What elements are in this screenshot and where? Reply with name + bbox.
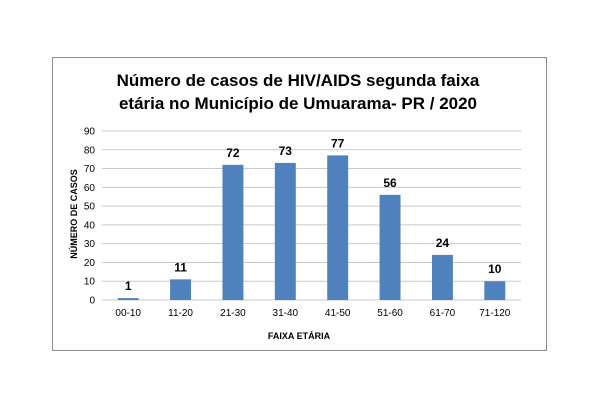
x-tick-label-11-20: 11-20 xyxy=(168,308,193,319)
bar-chart: Número de casos de HIV/AIDS segunda faix… xyxy=(68,71,521,341)
bar-21-30 xyxy=(222,164,244,300)
gridlines xyxy=(102,130,521,301)
x-tick-label-51-60: 51-60 xyxy=(377,308,403,319)
bar-51-60 xyxy=(379,194,401,300)
chart-frame: Número de casos de HIV/AIDS segunda faix… xyxy=(52,57,547,351)
bar-41-50 xyxy=(327,155,349,300)
bar-31-40 xyxy=(274,162,296,300)
y-tick-label: 50 xyxy=(84,202,96,213)
data-label-71-120: 10 xyxy=(488,262,502,276)
y-axis-tick-labels: 0 10 20 30 40 50 60 70 80 90 xyxy=(84,127,96,307)
x-tick-label-41-50: 41-50 xyxy=(325,308,351,319)
x-axis-title: FAIXA ETÁRIA xyxy=(268,331,331,341)
bar-61-70 xyxy=(431,254,453,300)
data-label-11-20: 11 xyxy=(174,260,187,274)
x-tick-label-00-10: 00-10 xyxy=(115,308,141,319)
chart-title-line-1: Número de casos de HIV/AIDS segunda faix… xyxy=(117,71,480,90)
data-label-51-60: 56 xyxy=(383,176,397,190)
y-tick-label: 70 xyxy=(84,164,96,175)
data-label-41-50: 77 xyxy=(331,136,345,150)
chart-title-line-2: etária no Município de Umuarama- PR / 20… xyxy=(119,94,477,113)
y-tick-label: 80 xyxy=(84,145,96,156)
y-tick-label: 40 xyxy=(84,220,96,231)
data-label-61-70: 24 xyxy=(436,236,450,250)
x-tick-label-71-120: 71-120 xyxy=(479,308,511,319)
bar-00-10 xyxy=(117,298,139,300)
y-tick-label: 90 xyxy=(84,127,96,138)
y-tick-label: 0 xyxy=(89,296,95,307)
y-tick-label: 60 xyxy=(84,183,96,194)
y-tick-label: 20 xyxy=(84,258,96,269)
y-axis-title: NÚMERO DE CASOS xyxy=(68,169,79,259)
bar-71-120 xyxy=(484,281,506,300)
data-label-21-30: 72 xyxy=(226,146,240,160)
bars xyxy=(117,155,506,300)
y-tick-label: 10 xyxy=(84,277,96,288)
data-label-00-10: 1 xyxy=(125,279,132,293)
x-tick-label-21-30: 21-30 xyxy=(220,308,246,319)
x-axis-tick-labels: 00-10 11-20 21-30 31-40 41-50 51-60 61-70 71-12… xyxy=(115,308,510,319)
data-label-31-40: 73 xyxy=(279,144,293,158)
bar-11-20 xyxy=(170,279,192,300)
x-tick-label-61-70: 61-70 xyxy=(430,308,456,319)
y-tick-label: 30 xyxy=(84,239,96,250)
x-tick-label-31-40: 31-40 xyxy=(273,308,299,319)
